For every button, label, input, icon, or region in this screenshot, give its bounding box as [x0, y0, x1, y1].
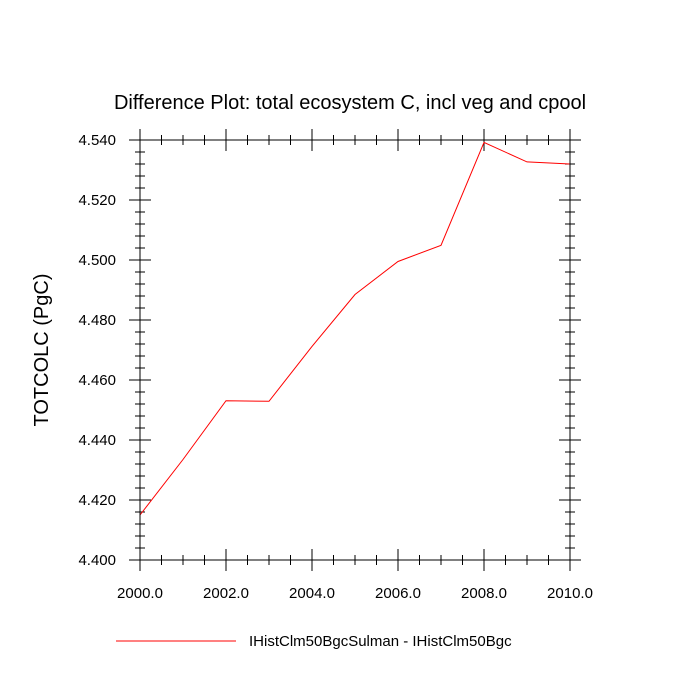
y-tick-label: 4.440	[78, 432, 116, 449]
legend-label: IHistClm50BgcSulman - IHistClm50Bgc	[249, 633, 512, 650]
x-tick-labels: 2000.0 2002.0 2004.0 2006.0 2008.0 2010.0	[117, 585, 593, 602]
y-tick-label: 4.460	[78, 372, 116, 389]
y-axis-label: TOTCOLC (PgC)	[31, 274, 53, 427]
chart-title: Difference Plot: total ecosystem C, incl…	[114, 92, 586, 114]
major-ticks	[129, 129, 581, 571]
y-tick-label: 4.400	[78, 552, 116, 569]
y-tick-label: 4.520	[78, 192, 116, 209]
y-tick-label: 4.480	[78, 312, 116, 329]
x-tick-label: 2010.0	[547, 585, 593, 602]
y-tick-label: 4.540	[78, 132, 116, 149]
y-tick-labels: 4.400 4.420 4.440 4.460 4.480 4.500 4.520 4.540	[78, 132, 116, 569]
minor-ticks	[135, 135, 575, 565]
x-tick-label: 2004.0	[289, 585, 335, 602]
y-tick-label: 4.420	[78, 492, 116, 509]
series-line	[139, 141, 571, 516]
x-tick-label: 2002.0	[203, 585, 249, 602]
plot-frame	[139, 139, 571, 561]
x-tick-label: 2008.0	[461, 585, 507, 602]
x-tick-label: 2006.0	[375, 585, 421, 602]
y-tick-label: 4.500	[78, 252, 116, 269]
series-lines	[139, 141, 571, 516]
x-tick-label: 2000.0	[117, 585, 163, 602]
legend: IHistClm50BgcSulman - IHistClm50Bgc	[116, 633, 512, 650]
